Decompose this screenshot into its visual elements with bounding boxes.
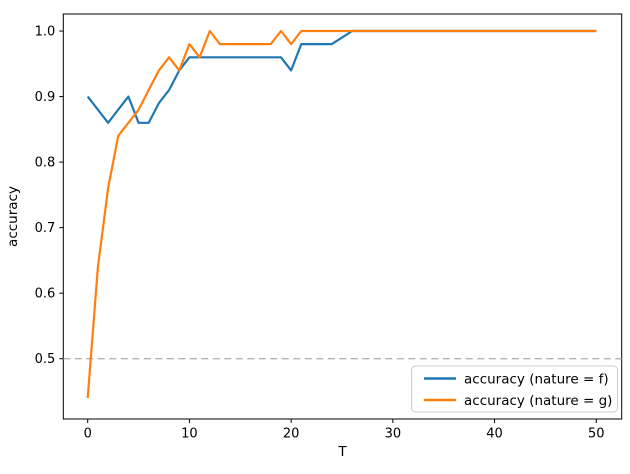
y-tick-label: 0.7 xyxy=(35,221,56,236)
x-tick-label: 30 xyxy=(385,427,402,442)
x-axis-label: T xyxy=(337,444,347,460)
y-tick-label: 0.6 xyxy=(35,287,56,302)
y-axis-label: accuracy xyxy=(5,186,21,247)
plot-area xyxy=(62,13,623,420)
y-tick-label: 1.0 xyxy=(35,25,56,40)
x-tick-label: 50 xyxy=(588,427,605,442)
x-tick-label: 20 xyxy=(283,427,300,442)
y-tick-label: 0.8 xyxy=(35,156,56,171)
y-tick-label: 0.9 xyxy=(35,90,56,105)
x-tick-label: 0 xyxy=(84,427,92,442)
x-tick-label: 10 xyxy=(181,427,198,442)
series-line-0 xyxy=(86,29,597,124)
y-tick-label: 0.5 xyxy=(35,352,56,367)
legend-box xyxy=(411,365,618,413)
legend-label-g: accuracy (nature = g) xyxy=(464,393,612,409)
legend: accuracy (nature = f) accuracy (nature =… xyxy=(411,365,618,413)
data-series-lines xyxy=(86,29,597,399)
x-tick-label: 40 xyxy=(486,427,503,442)
axis-ticks: 0 10 20 30 40 50 0.5 0.6 0.7 0.8 0.9 1.0 xyxy=(35,25,605,442)
legend-label-f: accuracy (nature = f) xyxy=(464,372,609,388)
series-line-1 xyxy=(86,29,597,399)
